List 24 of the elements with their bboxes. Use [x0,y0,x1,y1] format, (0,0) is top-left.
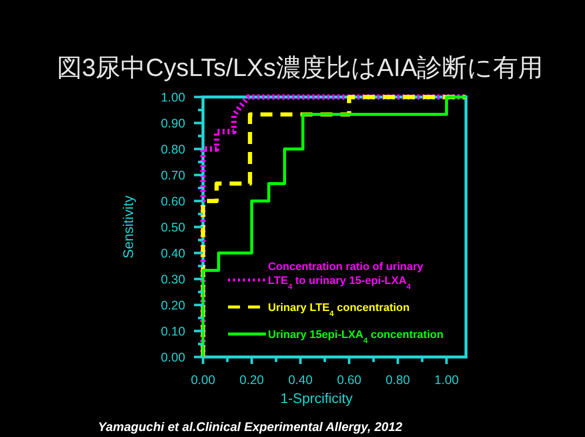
y-tick-label: 0.60 [160,194,186,208]
y-axis-title: Sensitivity [120,195,136,259]
y-tick-label: 1.00 [160,90,186,104]
x-tick-label: 0.00 [190,373,216,387]
y-tick-label: 0.90 [160,116,186,130]
legend-label: Urinary 15epi-LXA$_{4}$ concentration [268,329,444,344]
legend-label: Concentration ratio of urinary LTE$_{4}$ to urinary 15-epi-LXA$_{4}$ [268,261,424,290]
x-tick-label: 0.40 [288,373,313,387]
y-tick-label: 0.50 [160,220,186,234]
x-tick-label: 0.20 [240,373,264,387]
y-tick-label: 0.30 [160,272,186,286]
legend-label: Urinary LTE$_{4}$ concentration [268,302,410,318]
text: Yamaguchi et al.Clinical Experimental Allergy, 2012 [98,420,402,434]
y-tick-label: 0.20 [160,298,186,312]
y-tick-label: 0.10 [160,324,186,338]
x-tick-label: 0.60 [336,373,362,387]
x-tick-label: 1.00 [434,373,459,387]
chart-title: 図3尿中CysLTs/LXs濃度比はAIA診断に有用 [56,54,544,82]
x-tick-label: 0.80 [386,373,410,387]
x-axis-title: 1-Sprcificity [280,390,353,406]
y-tick-label: 0.00 [160,350,186,364]
y-tick-label: 0.40 [160,246,186,260]
y-tick-label: 0.80 [160,142,186,156]
y-tick-label: 0.70 [160,168,186,182]
